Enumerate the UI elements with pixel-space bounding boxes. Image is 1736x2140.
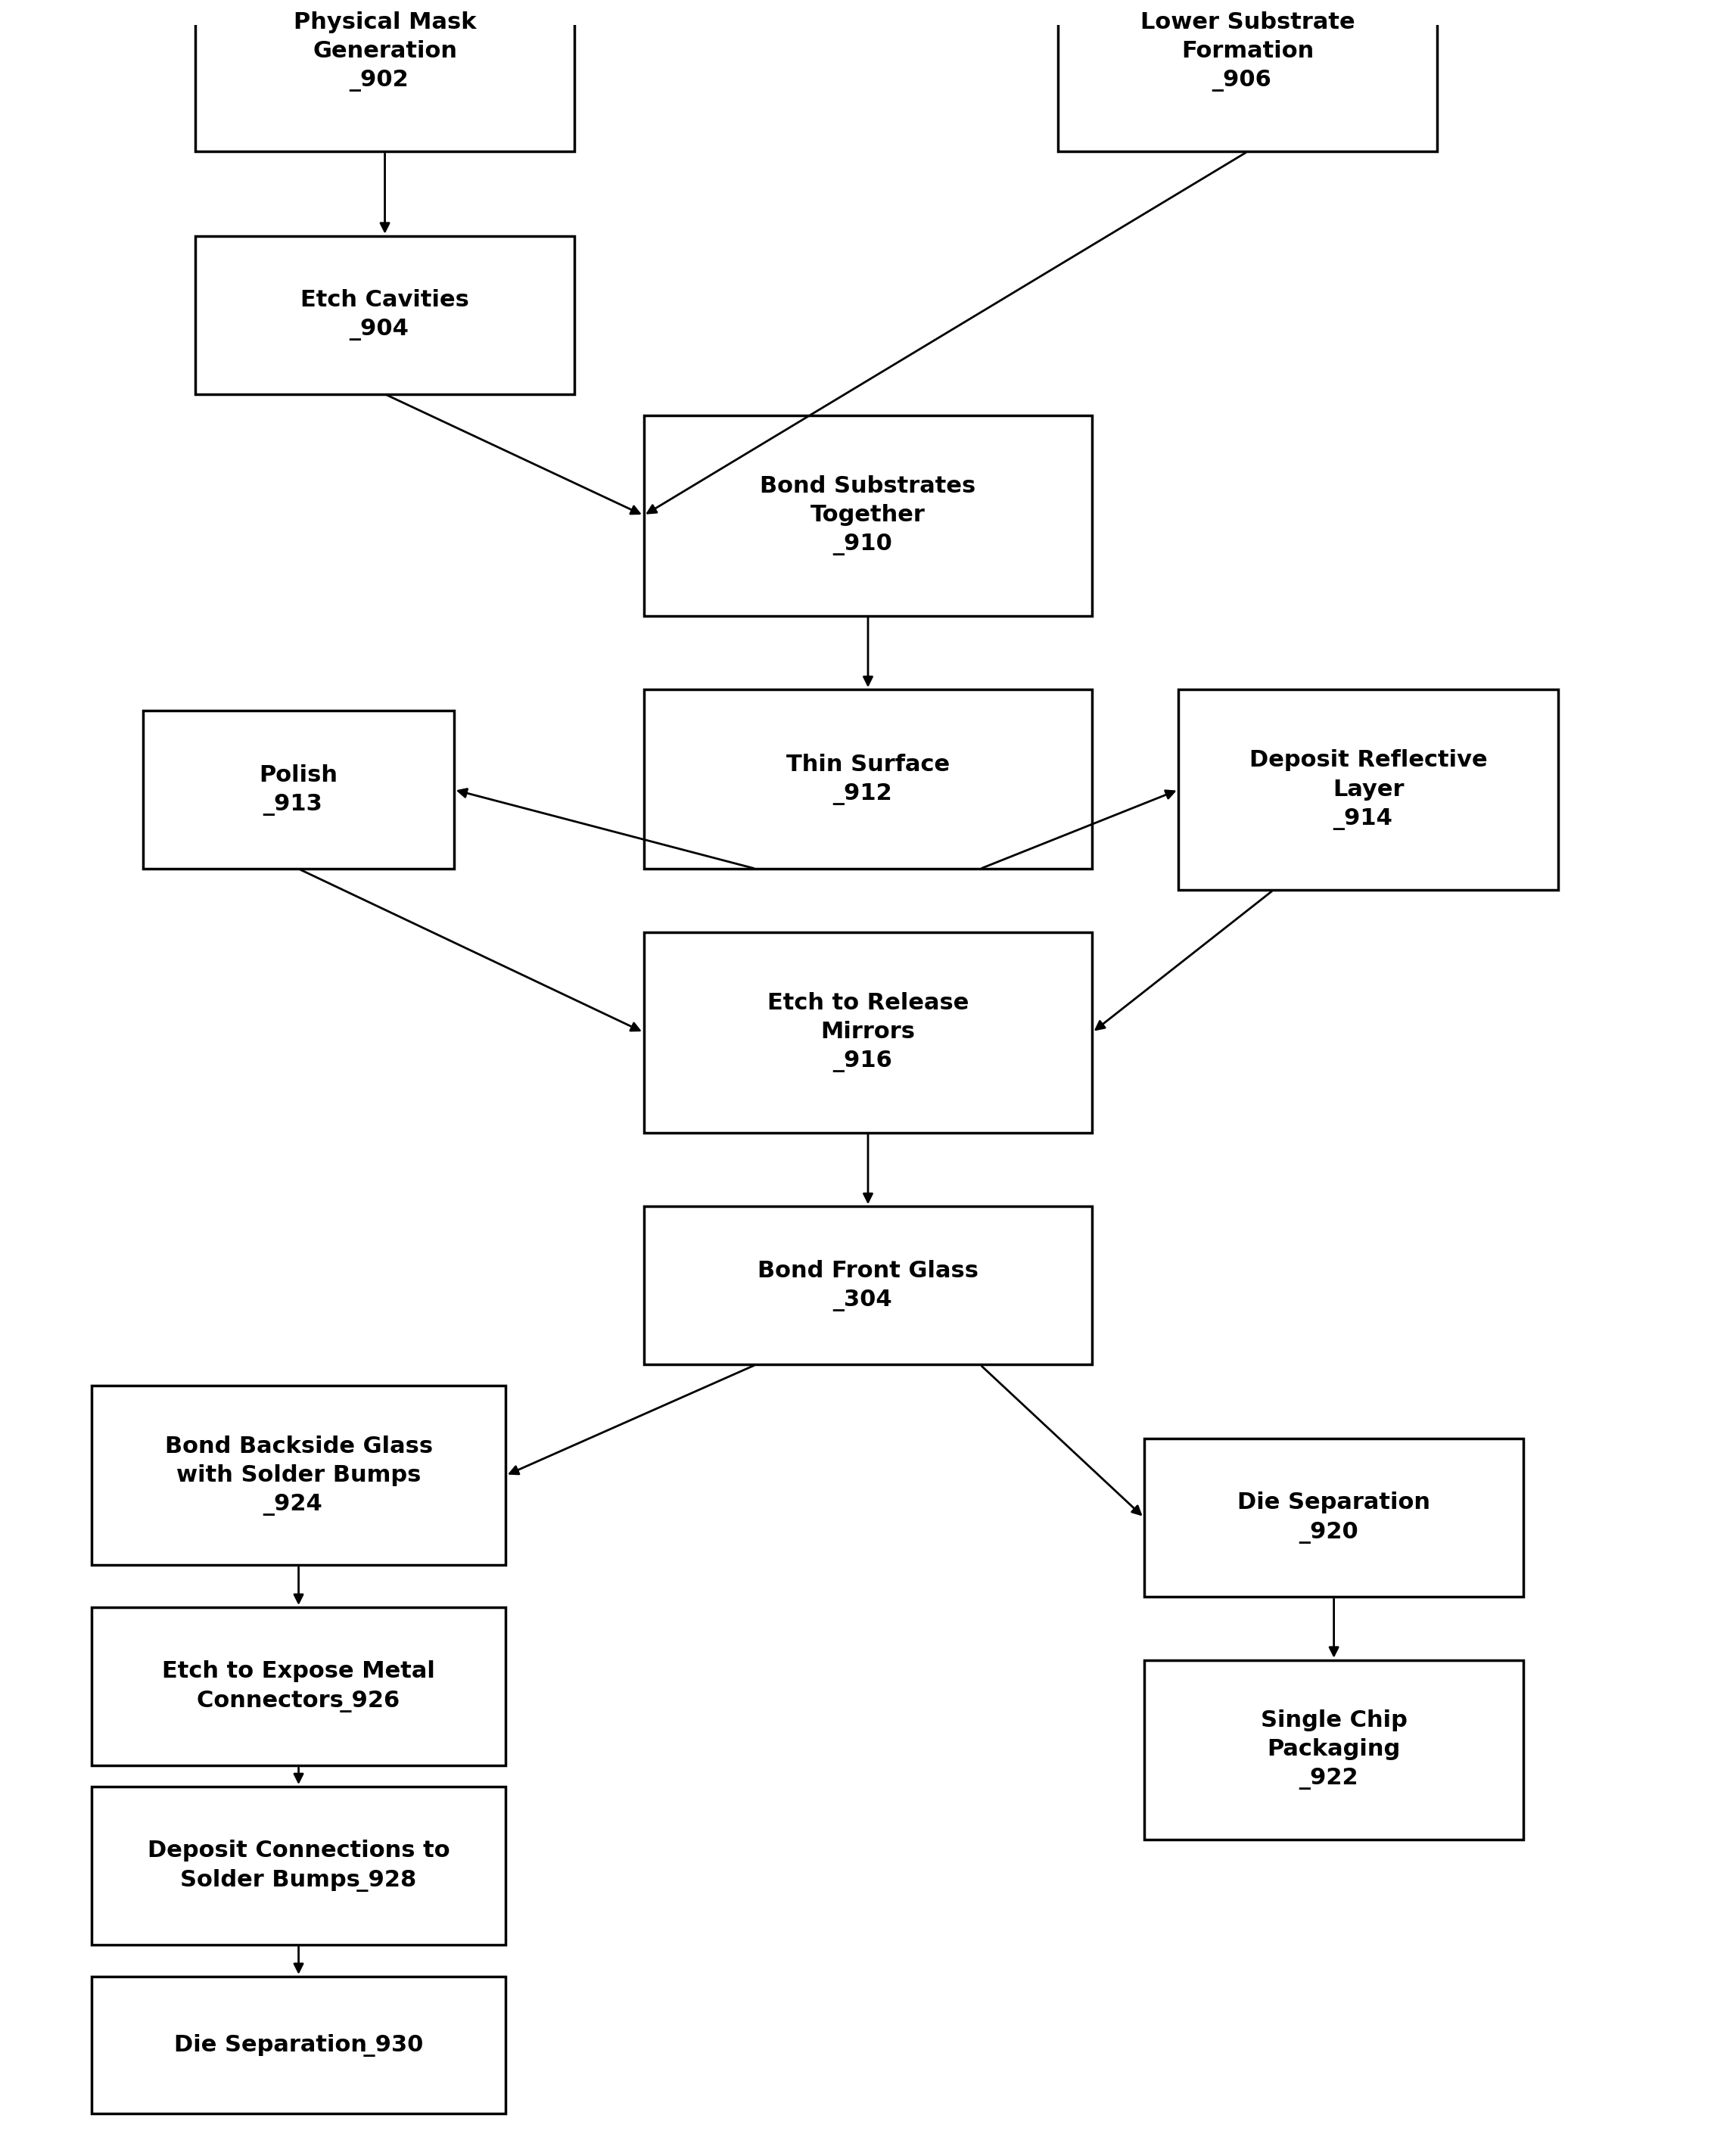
FancyBboxPatch shape (1144, 1438, 1524, 1596)
Text: Bond Front Glass
̲304: Bond Front Glass ̲304 (757, 1260, 979, 1312)
Text: Deposit Connections to
Solder Bumps ̲928: Deposit Connections to Solder Bumps ̲928 (148, 1840, 450, 1892)
FancyBboxPatch shape (92, 1977, 505, 2114)
Text: Etch Cavities
̲904: Etch Cavities ̲904 (300, 289, 469, 340)
FancyBboxPatch shape (644, 933, 1092, 1132)
Text: Thin Surface
̲912: Thin Surface ̲912 (786, 753, 950, 805)
FancyBboxPatch shape (194, 235, 575, 394)
Text: Etch to Release
Mirrors
̲916: Etch to Release Mirrors ̲916 (767, 993, 969, 1072)
FancyBboxPatch shape (644, 1207, 1092, 1365)
FancyBboxPatch shape (92, 1607, 505, 1766)
FancyBboxPatch shape (194, 0, 575, 152)
Text: Deposit Reflective
Layer
̲914: Deposit Reflective Layer ̲914 (1250, 749, 1488, 830)
FancyBboxPatch shape (1057, 0, 1437, 152)
FancyBboxPatch shape (144, 710, 453, 869)
FancyBboxPatch shape (644, 415, 1092, 616)
Text: Die Separation ̲930: Die Separation ̲930 (174, 2033, 424, 2057)
FancyBboxPatch shape (644, 689, 1092, 869)
FancyBboxPatch shape (92, 1387, 505, 1564)
FancyBboxPatch shape (1144, 1661, 1524, 1840)
Text: Die Separation
̲920: Die Separation ̲920 (1238, 1492, 1430, 1543)
Text: Physical Mask
Generation
̲902: Physical Mask Generation ̲902 (293, 11, 476, 92)
Text: Bond Backside Glass
with Solder Bumps
̲924: Bond Backside Glass with Solder Bumps ̲9… (165, 1436, 432, 1515)
Text: Bond Substrates
Together
̲910: Bond Substrates Together ̲910 (760, 475, 976, 556)
FancyBboxPatch shape (92, 1787, 505, 1945)
Text: Etch to Expose Metal
Connectors ̲926: Etch to Expose Metal Connectors ̲926 (161, 1661, 436, 1712)
FancyBboxPatch shape (1179, 689, 1559, 890)
Text: Single Chip
Packaging
̲922: Single Chip Packaging ̲922 (1260, 1710, 1408, 1789)
Text: Lower Substrate
Formation
̲906: Lower Substrate Formation ̲906 (1141, 11, 1354, 92)
Text: Polish
̲913: Polish ̲913 (259, 764, 339, 815)
